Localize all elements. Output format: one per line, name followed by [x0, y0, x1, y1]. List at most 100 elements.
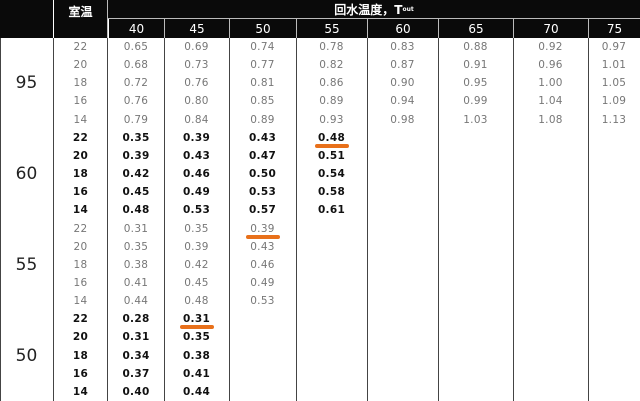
room-temp-cell: 14	[72, 385, 89, 398]
room-temp-cell: 16	[73, 95, 88, 108]
header-divider	[438, 19, 439, 38]
value-cell: 0.95	[463, 77, 488, 90]
group-label-95: 95	[15, 73, 38, 94]
header-divider	[367, 19, 368, 38]
value-cell: 0.74	[250, 41, 275, 53]
value-cell: 0.38	[182, 349, 211, 362]
value-cell: 0.41	[123, 276, 149, 289]
value-cell: 0.47	[248, 149, 277, 162]
value-cell: 0.35	[184, 222, 209, 235]
header-divider	[513, 19, 514, 38]
column-header-70: 70	[514, 19, 588, 38]
column-header-75: 75	[589, 19, 640, 38]
header-return-temp: 回水温度，T out	[108, 0, 640, 18]
value-cell: 0.80	[184, 95, 209, 108]
room-temp-cell: 16	[72, 186, 89, 199]
value-cell: 0.42	[184, 258, 209, 271]
room-temp-cell: 16	[72, 367, 89, 380]
column-header-65: 65	[439, 19, 513, 38]
room-temp-cell: 20	[72, 331, 89, 344]
value-cell: 0.46	[250, 258, 275, 271]
value-cell: 0.88	[463, 41, 488, 53]
room-temp-cell: 22	[73, 222, 88, 235]
value-cell: 1.03	[463, 113, 488, 126]
value-cell: 0.65	[123, 41, 149, 53]
header-divider	[588, 19, 589, 38]
value-cell: 1.09	[601, 95, 627, 108]
value-cell: 0.43	[250, 240, 275, 253]
value-cell: 1.04	[538, 95, 563, 108]
value-cell: 0.82	[319, 59, 344, 72]
column-divider	[438, 38, 439, 401]
value-cell: 0.39	[122, 149, 150, 162]
column-divider	[367, 38, 368, 401]
room-temp-cell: 14	[73, 295, 88, 308]
room-temp-cell: 22	[73, 41, 88, 53]
value-cell: 0.54	[317, 168, 346, 181]
value-cell: 0.94	[390, 95, 415, 108]
column-divider	[164, 38, 165, 401]
value-cell: 0.91	[463, 59, 488, 72]
return-temp-label: 回水温度，T	[334, 2, 403, 17]
room-temp-cell: 18	[72, 349, 89, 362]
value-cell: 1.05	[601, 77, 627, 90]
room-temp-cell: 14	[73, 113, 88, 126]
value-cell: 0.78	[319, 41, 344, 53]
value-cell: 0.46	[182, 168, 211, 181]
value-cell: 0.51	[317, 149, 346, 162]
header-divider	[108, 18, 640, 19]
column-header-50: 50	[230, 19, 296, 38]
value-cell: 0.89	[319, 95, 344, 108]
column-divider	[296, 38, 297, 401]
highlight-underline	[314, 143, 349, 148]
value-cell: 0.37	[122, 367, 150, 380]
column-divider	[588, 38, 589, 401]
header-corner	[0, 0, 53, 38]
header-divider	[296, 19, 297, 38]
header-divider	[164, 19, 165, 38]
value-cell: 0.44	[123, 295, 149, 308]
header-room-temp: 室温	[54, 0, 107, 38]
value-cell: 0.45	[184, 276, 209, 289]
value-cell: 0.49	[182, 186, 211, 199]
value-cell: 0.76	[184, 77, 209, 90]
value-cell: 0.90	[390, 77, 415, 90]
value-cell: 0.44	[182, 385, 211, 398]
value-cell: 0.83	[390, 41, 415, 53]
value-cell: 0.40	[122, 385, 150, 398]
value-cell: 0.50	[248, 168, 277, 181]
column-header-45: 45	[165, 19, 229, 38]
value-cell: 0.58	[317, 186, 346, 199]
value-cell: 0.87	[390, 59, 415, 72]
value-cell: 0.76	[123, 95, 149, 108]
value-cell: 0.34	[122, 349, 150, 362]
value-cell: 0.77	[250, 59, 275, 72]
value-cell: 0.35	[122, 131, 150, 144]
column-header-60: 60	[368, 19, 438, 38]
value-cell: 0.57	[248, 204, 277, 217]
value-cell: 0.48	[184, 295, 209, 308]
value-cell: 0.72	[123, 77, 149, 90]
value-cell: 1.00	[538, 77, 563, 90]
column-divider	[107, 38, 108, 401]
value-cell: 0.43	[248, 131, 277, 144]
room-temp-cell: 20	[73, 240, 88, 253]
room-temp-cell: 18	[73, 258, 88, 271]
value-cell: 0.96	[538, 59, 563, 72]
column-divider	[0, 38, 1, 401]
value-cell: 1.01	[601, 59, 627, 72]
value-cell: 1.08	[538, 113, 563, 126]
value-cell: 0.39	[184, 240, 209, 253]
value-cell: 1.13	[601, 113, 627, 126]
value-cell: 0.48	[317, 131, 346, 144]
room-temp-cell: 18	[73, 77, 88, 90]
value-cell: 0.43	[182, 149, 211, 162]
value-cell: 0.86	[319, 77, 344, 90]
value-cell: 0.93	[319, 113, 344, 126]
value-cell: 0.48	[122, 204, 150, 217]
highlight-underline	[245, 234, 280, 239]
value-cell: 0.73	[184, 59, 209, 72]
value-cell: 0.81	[250, 77, 275, 90]
value-cell: 0.35	[182, 331, 211, 344]
column-header-55: 55	[297, 19, 367, 38]
